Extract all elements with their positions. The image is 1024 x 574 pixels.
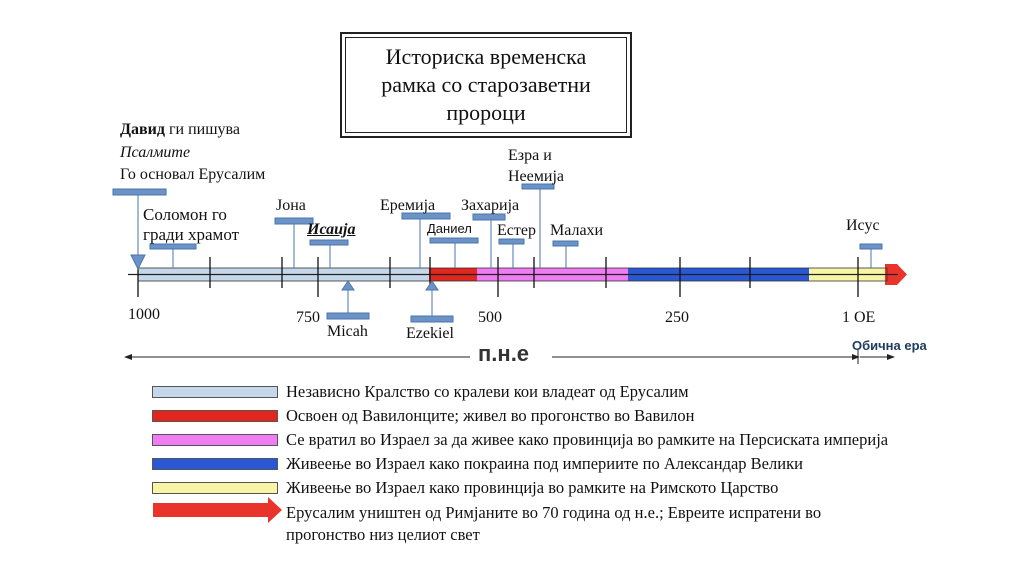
tick-label-750: 750 (296, 309, 320, 326)
label-ezra: Езра и Неемија (508, 147, 564, 185)
legend-text-persia: Се вратил во Израел за да живее како про… (286, 430, 889, 449)
marker-micah-bar (326, 312, 370, 320)
tick-label-500: 500 (478, 309, 502, 326)
label-solomon: Соломон го гради храмот (143, 205, 240, 244)
legend-swatch-babylon (152, 410, 278, 422)
label-jona: Јона (276, 197, 306, 214)
david-line1-rest: ги пишува (164, 121, 240, 138)
david-line2: Псалмите (120, 144, 191, 161)
event-markers-below (326, 280, 454, 323)
bce-arrowhead-left (124, 354, 132, 360)
label-zaharija: Захарија (461, 197, 520, 214)
tick-label-1000: 1000 (128, 306, 160, 323)
legend-swatch-arrow (153, 497, 282, 523)
bce-arrowhead-right (852, 354, 860, 360)
marker-david-bar (112, 188, 167, 196)
page-title: Историска временска рамка со старозаветн… (345, 37, 627, 133)
marker-ezekiel-arrow (425, 280, 439, 291)
legend-text-rome: Живеење во Израел како провинција во рам… (286, 478, 779, 497)
label-ester: Естер (497, 222, 536, 239)
marker-daniel-bar (429, 237, 479, 244)
marker-zaharija-bar (472, 213, 506, 221)
legend-swatch-persia (152, 434, 278, 446)
marker-isus-bar (859, 243, 883, 250)
label-isaija: Исаија (307, 221, 356, 238)
legend-text-kingdom: Независно Кралство со кралеви кои владеа… (286, 382, 689, 401)
marker-david-arrow (130, 254, 146, 271)
label-daniel: Даниел (427, 221, 472, 236)
tick-label-250: 250 (665, 309, 689, 326)
marker-isaija-bar (309, 239, 349, 246)
marker-ester-bar (498, 238, 525, 245)
label-isus: Исус (846, 217, 880, 234)
title-box: Историска временска рамка со старозаветн… (340, 32, 632, 138)
event-markers (112, 183, 883, 271)
legend-swatch-alexander (152, 458, 278, 470)
tick-label-1oe: 1 OE (842, 309, 876, 326)
legend-text-alexander: Живеење во Израел како покраина под импе… (286, 454, 803, 473)
bce-label: п.н.е (478, 341, 530, 366)
label-malahi: Малахи (550, 222, 604, 239)
david-name: Давид (120, 121, 165, 138)
tick-marks (137, 257, 859, 297)
marker-malahi-bar (552, 240, 579, 247)
david-line1: Давид ги пишува (120, 120, 240, 140)
label-eremija: Еремија (380, 197, 436, 214)
legend-text-babylon: Освоен од Вавилонците; живел во прогонст… (286, 406, 695, 425)
ce-arrowhead (887, 354, 895, 360)
label-micah: Micah (327, 323, 368, 340)
label-ezekiel: Ezekiel (406, 325, 454, 342)
legend-swatch-rome (152, 482, 278, 494)
marker-eremija-bar (401, 212, 451, 220)
ce-label: Обична ера (852, 338, 927, 353)
legend-swatch-kingdom (152, 386, 278, 398)
legend-text-destruction: Ерусалим уништен од Римјаните во 70 годи… (286, 503, 822, 544)
marker-micah-arrow (341, 280, 355, 291)
david-line3: Го основал Ерусалим (120, 166, 266, 183)
marker-ezekiel-bar (410, 315, 454, 323)
marker-ezra-bar (521, 183, 555, 190)
